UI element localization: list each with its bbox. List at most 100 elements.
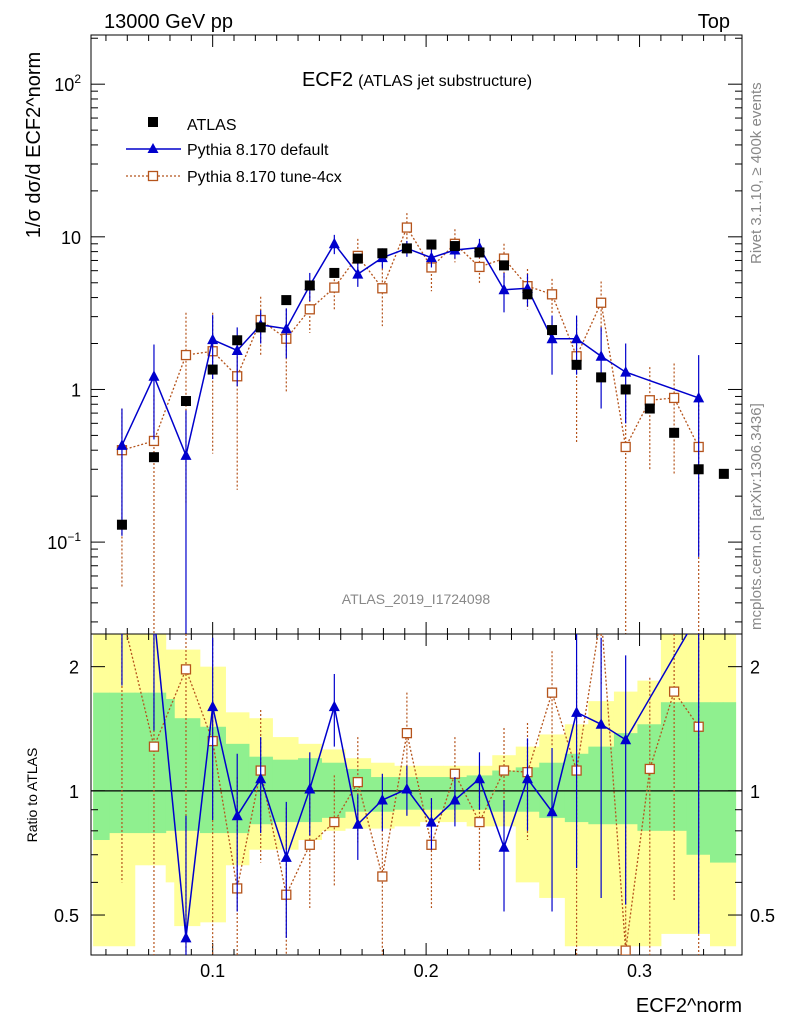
ratio-default-point xyxy=(207,700,219,712)
atlas-point xyxy=(232,335,243,346)
default-point xyxy=(425,251,437,263)
atlas-point xyxy=(620,384,631,395)
tune-4cx-point xyxy=(377,283,388,294)
x-tick-label: 0.1 xyxy=(200,961,225,981)
tune-4cx-group xyxy=(116,213,704,634)
rivet-info: Rivet 3.1.10, ≥ 400k events xyxy=(748,82,765,264)
legend: ATLAS Pythia 8.170 default Pythia 8.170 … xyxy=(126,117,342,186)
ratio-tune-4cx-point xyxy=(668,686,680,697)
ratio-default-point xyxy=(255,772,267,784)
ratio-y-tick-label-right: 0.5 xyxy=(750,906,775,926)
ratio-tune-4cx-point xyxy=(620,945,631,955)
tune-4cx-point xyxy=(546,289,558,300)
tune-4cx-point xyxy=(644,395,655,406)
atlas-point xyxy=(596,372,607,383)
ratio-default-point xyxy=(425,816,437,827)
atlas-point xyxy=(304,280,315,291)
chart-title-main: ECF2 xyxy=(302,69,353,91)
legend-label-atlas: ATLAS xyxy=(187,117,237,134)
ratio-tune-4cx-point xyxy=(401,727,413,739)
default-point xyxy=(328,237,340,249)
tune-4cx-point xyxy=(180,349,192,361)
atlas-point xyxy=(426,239,437,250)
header-right: Top xyxy=(698,11,730,33)
ratio-tune-4cx-point xyxy=(180,664,192,675)
ratio-default-point xyxy=(304,783,316,794)
atlas-point xyxy=(352,253,363,264)
band-inner-bin xyxy=(93,692,110,841)
atlas-point xyxy=(148,452,159,463)
ratio-marks xyxy=(121,634,704,955)
legend-marker-tune xyxy=(147,170,159,182)
ratio-default-point xyxy=(376,794,388,805)
ratio-tune-4cx-point xyxy=(377,871,388,882)
ratio-tune-4cx-point xyxy=(449,768,461,779)
band-inner-bin xyxy=(174,718,201,831)
atlas-point xyxy=(449,241,460,252)
y-axis-label-main-text: 1/σ dσ/d ECF2^norm xyxy=(23,52,45,238)
ratio-default-point xyxy=(401,783,413,794)
tick-exponent: −1 xyxy=(67,530,81,544)
ratio-tune-4cx-point xyxy=(304,839,315,850)
tune-4cx-point xyxy=(304,304,315,315)
band-inner-bin xyxy=(165,698,175,831)
x-tick-label: 0.3 xyxy=(627,961,652,981)
default-point xyxy=(231,344,243,355)
legend-marker-atlas xyxy=(148,117,158,127)
ratio-tune-4cx-line xyxy=(126,634,700,951)
analysis-label: ATLAS_2019_I1724098 xyxy=(342,591,491,607)
atlas-point xyxy=(474,247,485,258)
y-tick-label-main: 10 xyxy=(61,228,81,248)
y-tick-label-main: 10−1 xyxy=(47,530,81,553)
default-point xyxy=(116,439,128,450)
ratio-default-point xyxy=(328,700,340,712)
default-point xyxy=(693,391,705,403)
legend-label-default: Pythia 8.170 default xyxy=(187,142,329,159)
tune-4cx-line xyxy=(121,226,700,451)
ratio-default-point xyxy=(595,718,607,729)
ratio-tune-4cx-point xyxy=(329,816,340,828)
band-inner-bin xyxy=(722,702,737,863)
atlas-point xyxy=(499,260,510,271)
default-point xyxy=(148,370,160,381)
legend-label-tune: Pythia 8.170 tune-4cx xyxy=(187,169,342,186)
atlas-point xyxy=(180,396,191,407)
default-line xyxy=(121,242,699,458)
ratio-default-point xyxy=(473,772,485,784)
ratio-y-tick-label-right: 1 xyxy=(750,782,760,802)
legend-marker-default xyxy=(147,143,159,153)
default-point xyxy=(595,350,607,361)
atlas-point xyxy=(329,267,340,278)
atlas-point xyxy=(547,325,558,336)
tick-base: 10 xyxy=(54,75,74,95)
ratio-axes: 0.1 0.2 0.3 0.5 0.5 1 1 2 2 xyxy=(54,633,775,981)
atlas-point xyxy=(571,359,582,370)
atlas-point xyxy=(281,295,292,306)
default-point xyxy=(180,449,192,460)
y-tick-label-main: 1 xyxy=(71,380,81,400)
ratio-frame xyxy=(90,633,743,956)
default-point xyxy=(207,333,219,345)
main-marks xyxy=(116,213,729,634)
x-tick-label: 0.2 xyxy=(414,961,439,981)
tune-4cx-point xyxy=(474,261,485,273)
tune-4cx-point xyxy=(668,392,680,404)
atlas-point xyxy=(718,468,729,479)
ratio-default-point xyxy=(546,805,558,817)
ratio-default-point xyxy=(620,733,632,745)
default-point xyxy=(620,366,632,377)
default-group xyxy=(116,234,705,634)
default-point xyxy=(280,322,292,334)
ratio-y-tick-label: 1 xyxy=(69,782,79,802)
atlas-point xyxy=(644,403,655,414)
x-axis-label: ECF2^norm xyxy=(636,995,742,1017)
tune-4cx-point xyxy=(401,222,413,233)
tick-exponent: 2 xyxy=(74,72,81,86)
atlas-point xyxy=(255,322,266,333)
ratio-default-point xyxy=(180,931,192,943)
ratio-default-line xyxy=(155,634,688,939)
ratio-tune-4cx-point xyxy=(546,687,558,698)
ratio-y-tick-label-right: 2 xyxy=(750,658,760,678)
default-point xyxy=(498,283,510,295)
